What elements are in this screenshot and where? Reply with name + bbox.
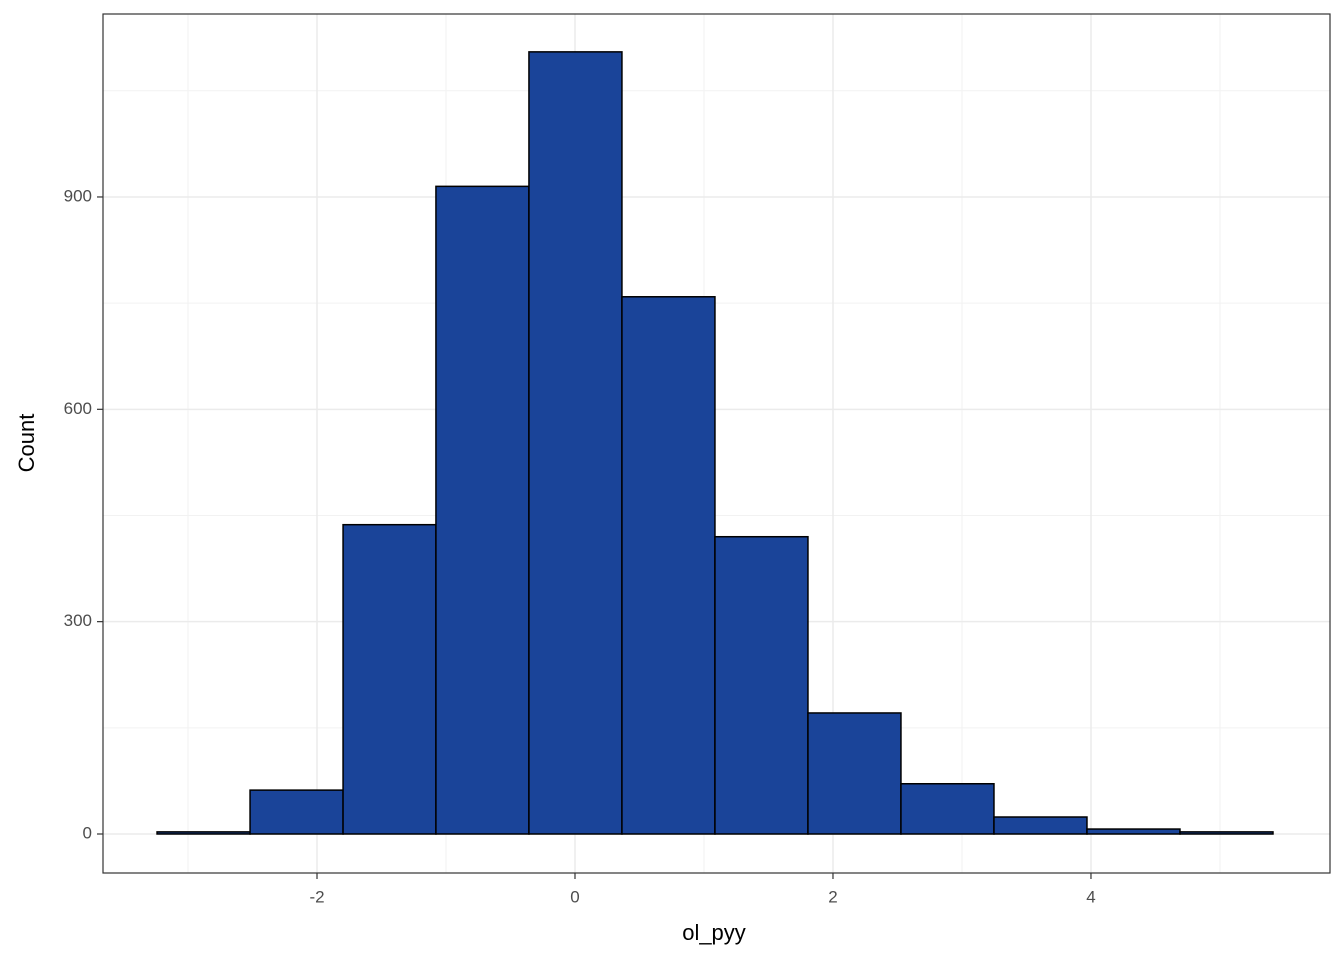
panel-border	[102, 13, 1331, 874]
bar	[900, 782, 995, 835]
bar	[714, 535, 809, 835]
bar	[435, 185, 530, 835]
bar	[1086, 828, 1181, 835]
x-tick-label: -2	[309, 887, 324, 906]
y-tick-label: 300	[64, 611, 92, 630]
bar	[807, 712, 902, 835]
bar	[621, 296, 716, 835]
bar	[1179, 831, 1274, 835]
y-axis-label: Count	[14, 414, 39, 473]
bar	[249, 789, 344, 835]
x-tick-label: 2	[828, 887, 837, 906]
y-tick-label: 0	[83, 823, 92, 842]
x-tick-label: 0	[570, 887, 579, 906]
y-tick-label: 600	[64, 399, 92, 418]
bar	[993, 816, 1088, 835]
y-tick-label: 900	[64, 186, 92, 205]
x-axis-label: ol_pyy	[682, 920, 746, 945]
bar	[156, 831, 251, 835]
bar	[342, 523, 437, 835]
bar	[528, 51, 623, 835]
x-tick-label: 4	[1086, 887, 1095, 906]
